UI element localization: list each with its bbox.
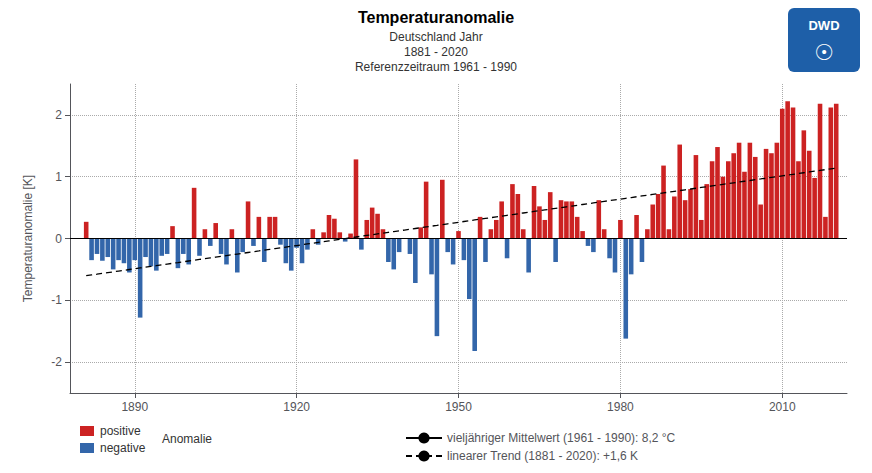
svg-text:-1: -1 xyxy=(51,293,62,307)
svg-text:1950: 1950 xyxy=(445,400,472,414)
svg-text:2010: 2010 xyxy=(769,400,796,414)
svg-text:Anomalie: Anomalie xyxy=(162,432,212,446)
svg-text:Temperaturanomalie: Temperaturanomalie xyxy=(358,9,514,26)
svg-text:1980: 1980 xyxy=(607,400,634,414)
svg-text:Referenzzeitraum 1961 - 1990: Referenzzeitraum 1961 - 1990 xyxy=(355,60,517,74)
svg-text:Temperaturanomalie [K]: Temperaturanomalie [K] xyxy=(21,175,35,302)
svg-text:vieljähriger Mittelwert (1961: vieljähriger Mittelwert (1961 - 1990): 8… xyxy=(447,431,676,445)
svg-text:1: 1 xyxy=(55,170,62,184)
svg-text:1920: 1920 xyxy=(283,400,310,414)
svg-text:DWD: DWD xyxy=(808,18,839,33)
svg-text:2: 2 xyxy=(55,108,62,122)
svg-text:negative: negative xyxy=(100,441,146,455)
svg-text:Deutschland Jahr: Deutschland Jahr xyxy=(389,30,482,44)
svg-text:1881 - 2020: 1881 - 2020 xyxy=(404,45,468,59)
svg-text:☉: ☉ xyxy=(814,40,834,65)
svg-text:linearer Trend (1881 - 2020):: linearer Trend (1881 - 2020): +1,6 K xyxy=(447,449,638,463)
svg-text:1890: 1890 xyxy=(121,400,148,414)
svg-text:-2: -2 xyxy=(51,355,62,369)
svg-text:0: 0 xyxy=(55,232,62,246)
svg-text:positive: positive xyxy=(100,424,141,438)
